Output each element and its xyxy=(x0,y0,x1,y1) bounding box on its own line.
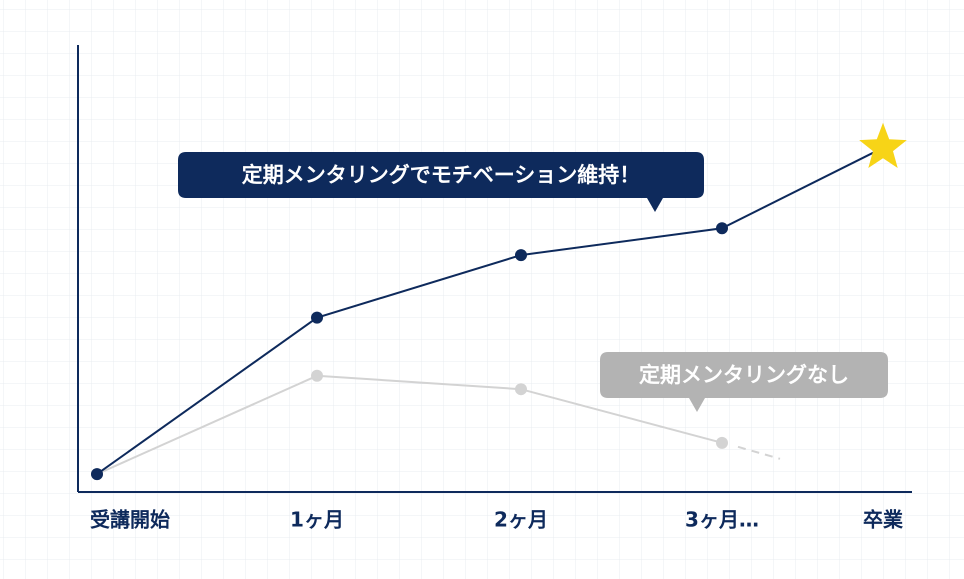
callout-text: 定期メンタリングなし xyxy=(639,363,849,387)
point xyxy=(716,436,728,449)
callout-text: 定期メンタリングでモチベーション維持！ xyxy=(242,163,641,187)
callout-box xyxy=(600,352,888,412)
callout-box xyxy=(178,152,704,212)
trend-extension xyxy=(737,445,781,460)
point xyxy=(716,222,728,235)
x-tick-label: 1ヶ月 xyxy=(290,508,344,532)
point xyxy=(91,468,103,481)
x-tick-label: 受講開始 xyxy=(90,508,170,532)
point xyxy=(311,369,323,382)
series-line xyxy=(96,374,723,476)
point xyxy=(311,311,323,324)
goal-star xyxy=(859,122,907,168)
point xyxy=(515,383,527,396)
x-tick-label: 卒業 xyxy=(863,508,904,532)
x-tick-label: 2ヶ月 xyxy=(494,508,548,532)
point xyxy=(515,249,527,262)
x-tick-label: 3ヶ月… xyxy=(685,508,759,532)
